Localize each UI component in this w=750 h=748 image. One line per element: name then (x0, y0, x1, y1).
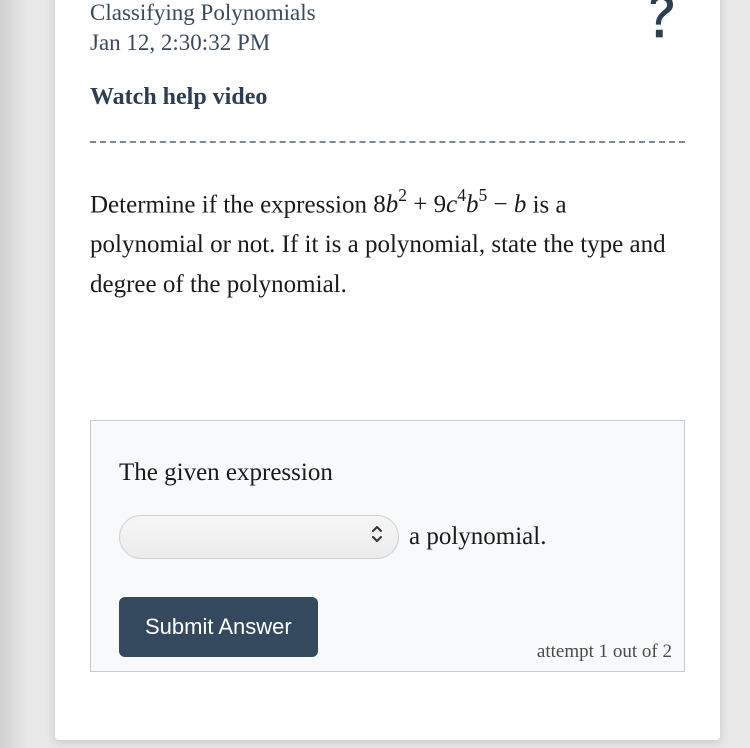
question-text: Determine if the expression 8b2 + 9c4b5 … (90, 183, 685, 305)
polynomial-select[interactable] (119, 515, 399, 559)
answer-line: The given expression a polynomial. (119, 459, 656, 559)
header-text: Classifying Polynomials Jan 12, 2:30:32 … (90, 0, 316, 56)
watch-help-link[interactable]: Watch help video (90, 84, 267, 111)
attempt-counter: attempt 1 out of 2 (537, 641, 672, 663)
answer-suffix: a polynomial. (409, 523, 546, 551)
divider (90, 141, 685, 143)
submit-button[interactable]: Submit Answer (119, 597, 318, 657)
page-gutter (0, 0, 28, 748)
question-prefix: Determine if the expression (90, 191, 373, 218)
help-icon[interactable] (637, 0, 685, 40)
timestamp: Jan 12, 2:30:32 PM (90, 30, 316, 56)
answer-label: The given expression (119, 459, 656, 487)
answer-box: The given expression a polynomial. Submi… (90, 420, 685, 672)
question-card: Classifying Polynomials Jan 12, 2:30:32 … (55, 0, 720, 740)
lesson-title: Classifying Polynomials (90, 0, 316, 26)
header-row: Classifying Polynomials Jan 12, 2:30:32 … (90, 0, 685, 56)
math-expression: 8b2 + 9c4b5 − b (373, 191, 526, 218)
chevron-updown-icon (370, 523, 384, 551)
